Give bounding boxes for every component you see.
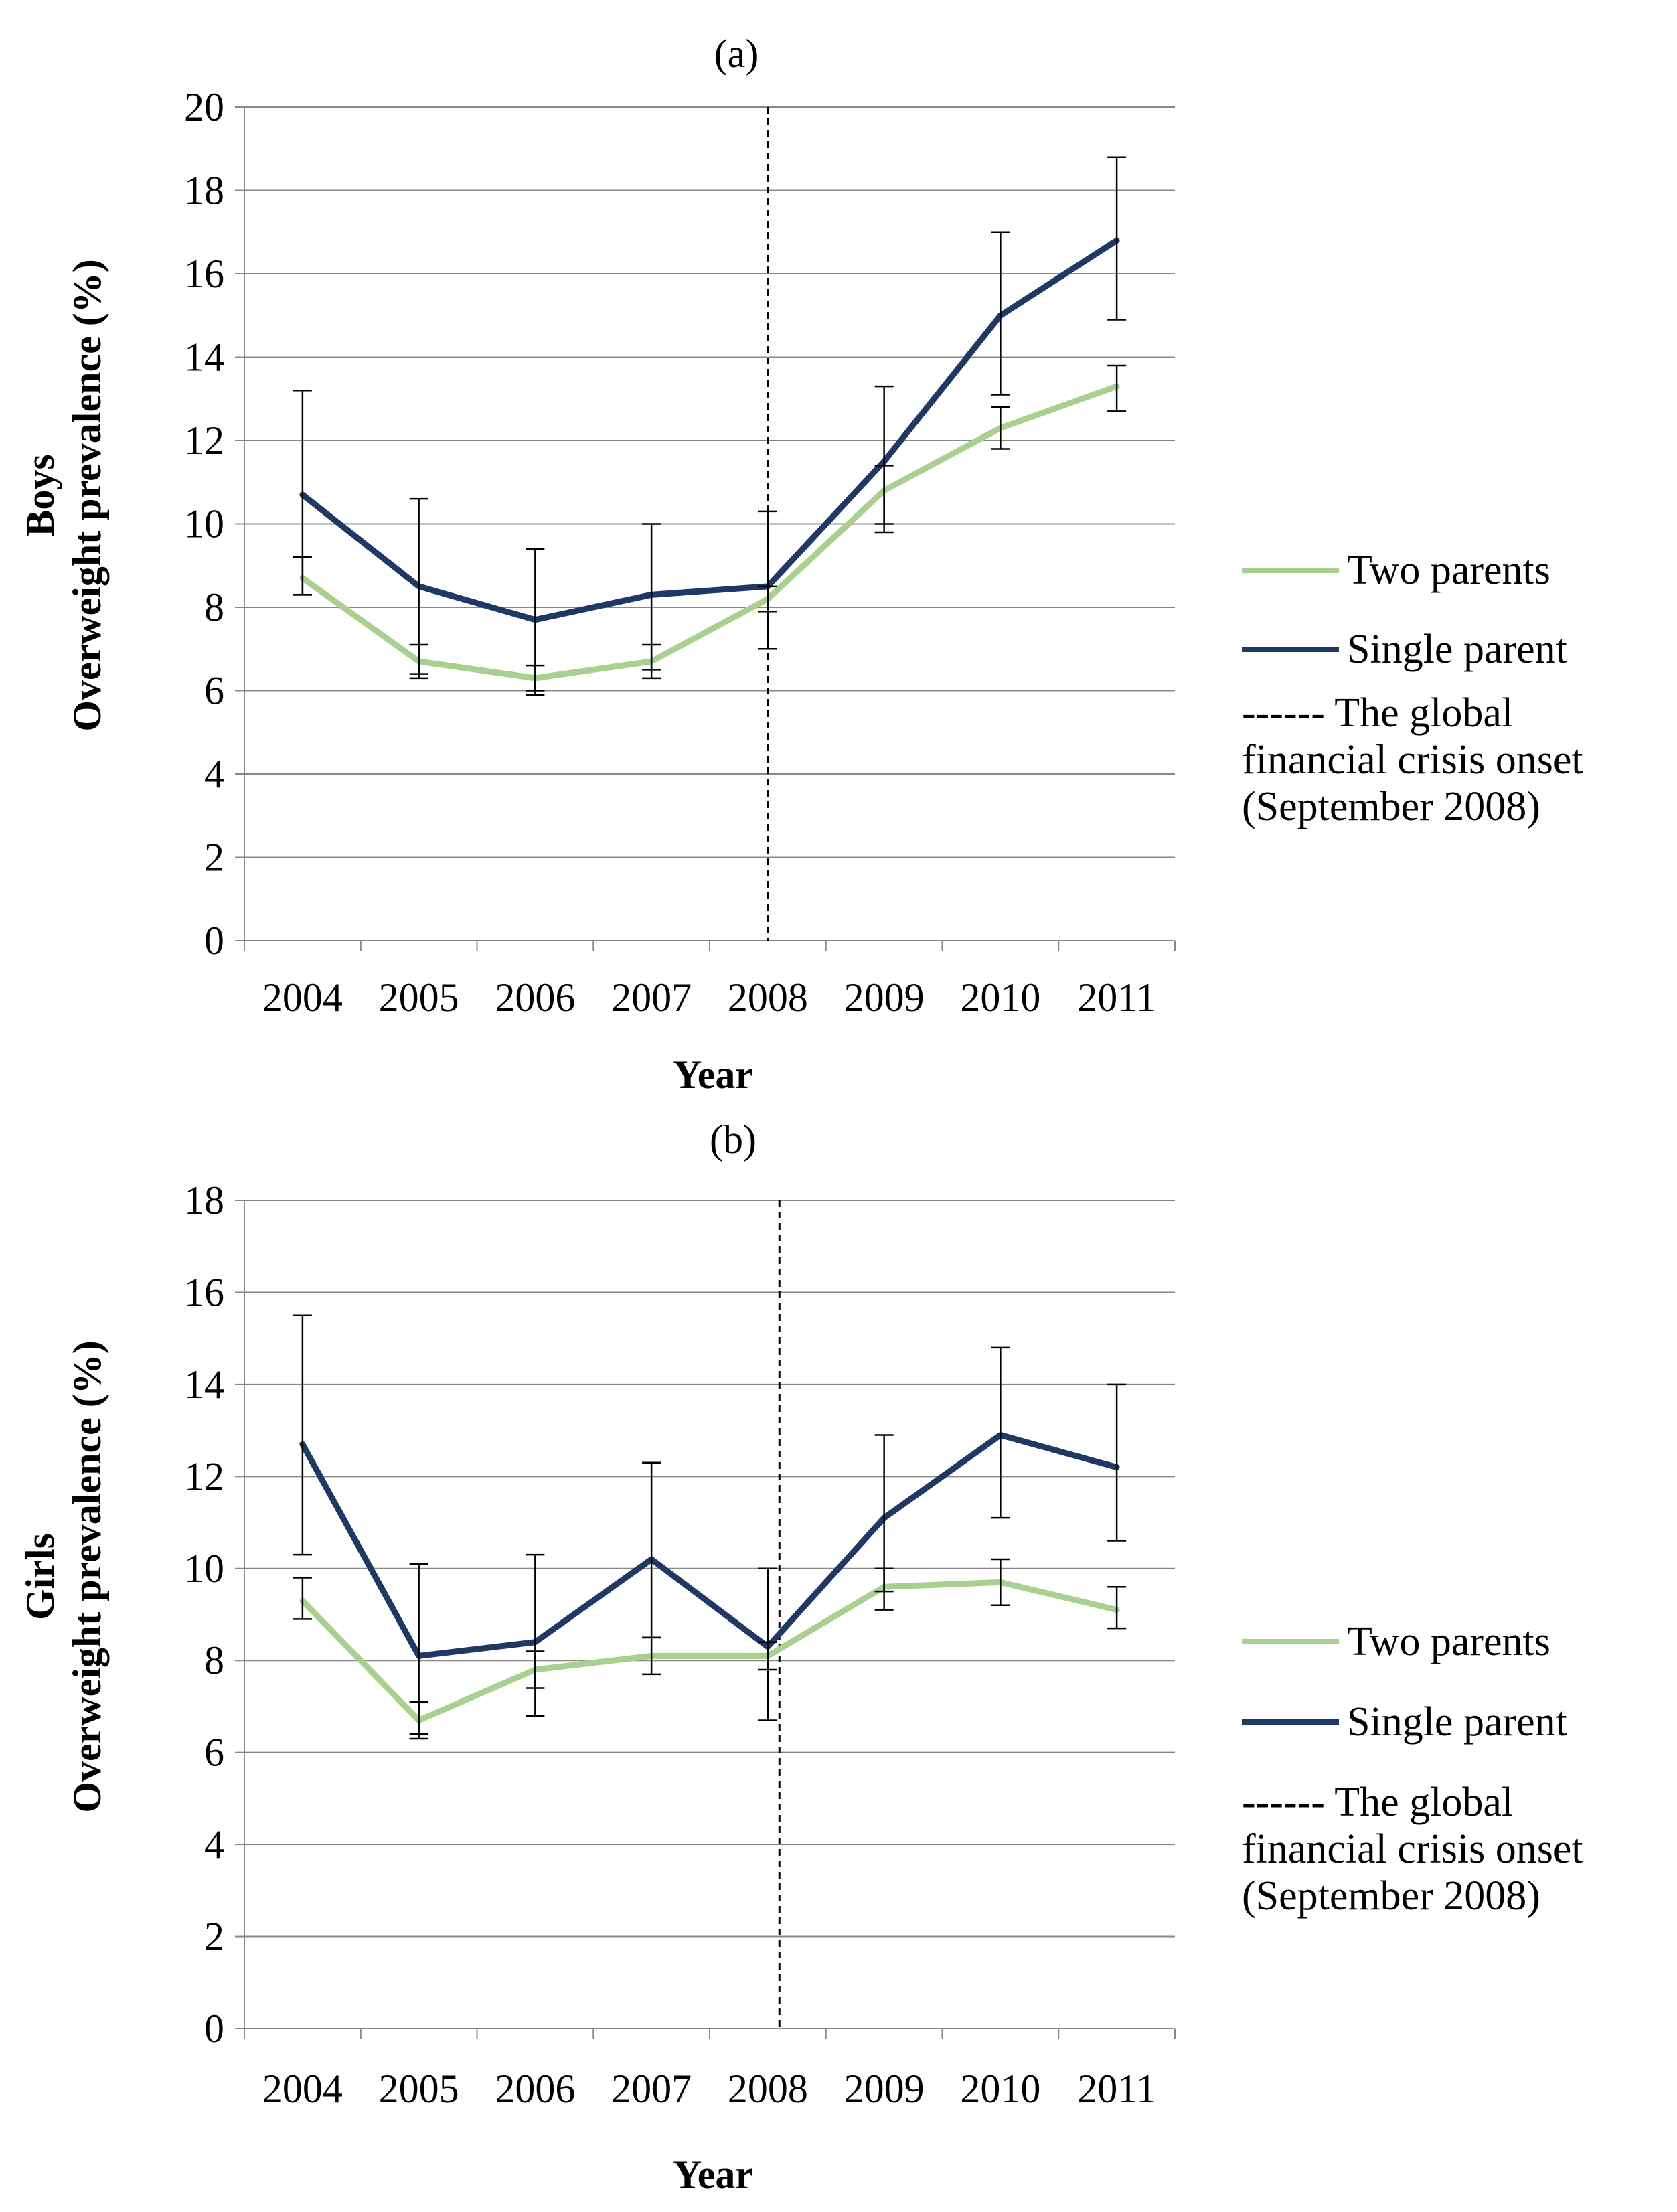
- legend-b-single-parent: Single parent: [1242, 1699, 1567, 1745]
- panel-a-legend: Two parents Single parent ------ The glo…: [1242, 548, 1583, 830]
- error-bar-b-two-parents-2004: [293, 1577, 312, 1620]
- error-bar-a-single-parent-2008: [758, 510, 777, 650]
- y-tick-label-b-18: 18: [184, 1178, 224, 1222]
- panel-b-title: (b): [710, 1117, 756, 1162]
- error-bar-b-single-parent-2009: [874, 1434, 894, 1593]
- panel-b-y-axis-title: Girls Overweight prevalence (%): [18, 1340, 109, 1812]
- series-line-b-two-parents: [299, 1579, 1120, 1724]
- legend-b-crisis-line3: (September 2008): [1242, 1873, 1540, 1919]
- error-bar-b-single-parent-2005: [409, 1563, 428, 1735]
- series-line-a-two-parents: [299, 383, 1120, 682]
- panel-a-boys: (a) Boys Overweight prevalence (%) 0 2 4 6 8…: [18, 31, 1583, 1097]
- legend-a-crisis-line1: ------ The global: [1242, 690, 1513, 736]
- y-tick-label-a-6: 6: [204, 669, 224, 713]
- x-tick-label-a-2006: 2006: [495, 975, 575, 1020]
- y-tick-label-b-8: 8: [204, 1638, 224, 1682]
- x-tick-label-b-2005: 2005: [379, 2067, 459, 2111]
- legend-a-two-parents-label: Two parents: [1347, 548, 1550, 593]
- error-bar-a-single-parent-2009: [874, 385, 894, 525]
- x-tick-label-a-2007: 2007: [611, 975, 692, 1020]
- legend-b-two-parents-label: Two parents: [1347, 1619, 1550, 1664]
- x-tick-label-a-2011: 2011: [1077, 975, 1156, 1020]
- y-tick-label-b-4: 4: [204, 1822, 224, 1867]
- x-tick-label-b-2010: 2010: [960, 2067, 1040, 2111]
- y-tick-label-a-18: 18: [184, 169, 224, 213]
- panel-a-plot-area: 0 2 4 6 8 10 12 14 16 18 20 2004 2005 2006 2007 2008 200…: [184, 85, 1176, 1020]
- panel-a-xlabel: Year: [673, 1052, 753, 1097]
- x-tick-label-b-2011: 2011: [1077, 2067, 1156, 2111]
- y-tick-label-a-4: 4: [204, 752, 224, 796]
- y-tick-label-a-10: 10: [184, 502, 224, 546]
- series-line-a-single-parent: [299, 237, 1120, 623]
- error-bar-b-single-parent-2006: [526, 1553, 545, 1717]
- legend-b-crisis: ------ The global financial crisis onset…: [1242, 1780, 1583, 1919]
- x-tick-label-a-2008: 2008: [728, 975, 808, 1020]
- panel-a-title: (a): [714, 31, 759, 76]
- y-tick-label-b-12: 12: [184, 1454, 224, 1498]
- error-bar-b-single-parent-2011: [1107, 1383, 1127, 1542]
- error-bar-b-single-parent-2007: [642, 1462, 661, 1639]
- panel-b-legend: Two parents Single parent ------ The glo…: [1242, 1619, 1583, 1919]
- x-tick-label-a-2009: 2009: [844, 975, 925, 1020]
- legend-a-crisis-line3: (September 2008): [1242, 784, 1540, 830]
- panel-a-ylabel: Overweight prevalence (%): [65, 259, 109, 731]
- panel-b-girls: (b) Girls Overweight prevalence (%) 0 2 4 6…: [18, 1117, 1583, 2197]
- panel-a-y-axis-title: Boys Overweight prevalence (%): [18, 259, 109, 731]
- legend-b-two-parents: Two parents: [1242, 1619, 1550, 1664]
- y-tick-label-a-12: 12: [184, 418, 224, 463]
- y-tick-label-a-8: 8: [204, 585, 224, 629]
- panel-a-ylabel-group: Boys: [18, 454, 62, 536]
- error-bar-b-two-parents-2011: [1107, 1586, 1127, 1630]
- error-bar-a-single-parent-2011: [1107, 156, 1127, 321]
- x-tick-label-b-2007: 2007: [611, 2067, 692, 2111]
- y-tick-label-a-14: 14: [184, 335, 224, 380]
- x-tick-label-a-2005: 2005: [379, 975, 459, 1020]
- x-tick-label-b-2008: 2008: [728, 2067, 808, 2111]
- y-tick-label-b-0: 0: [204, 2006, 224, 2051]
- legend-b-crisis-line1: ------ The global: [1242, 1780, 1513, 1825]
- panel-b-plot-area: 0 2 4 6 8 10 12 14 16 18 2004 2005 2006 2007 2008 2009 2…: [184, 1178, 1176, 2111]
- x-tick-label-b-2004: 2004: [262, 2067, 343, 2111]
- y-tick-label-a-2: 2: [204, 836, 224, 880]
- legend-a-crisis: ------ The global financial crisis onset…: [1242, 690, 1583, 830]
- x-tick-label-b-2006: 2006: [495, 2067, 575, 2111]
- legend-a-crisis-line2: financial crisis onset: [1242, 737, 1583, 783]
- series-line-b-single-parent: [299, 1431, 1120, 1659]
- error-bar-a-two-parents-2011: [1107, 364, 1127, 412]
- legend-a-single-parent: Single parent: [1242, 627, 1567, 672]
- y-tick-label-b-10: 10: [184, 1547, 224, 1591]
- panel-b-ylabel: Overweight prevalence (%): [65, 1340, 109, 1812]
- x-tick-label-b-2009: 2009: [844, 2067, 925, 2111]
- legend-b-crisis-line2: financial crisis onset: [1242, 1826, 1583, 1872]
- error-bar-a-single-parent-2004: [293, 390, 312, 596]
- error-bar-b-single-parent-2004: [293, 1314, 312, 1556]
- legend-a-single-parent-label: Single parent: [1347, 627, 1567, 672]
- y-tick-label-b-2: 2: [204, 1915, 224, 1959]
- x-tick-label-a-2004: 2004: [262, 975, 343, 1020]
- y-tick-label-b-6: 6: [204, 1731, 224, 1775]
- y-tick-label-a-0: 0: [204, 919, 224, 963]
- x-tick-label-a-2010: 2010: [960, 975, 1040, 1020]
- y-tick-label-b-14: 14: [184, 1362, 224, 1407]
- legend-b-single-parent-label: Single parent: [1347, 1699, 1567, 1745]
- y-tick-label-a-16: 16: [184, 252, 224, 296]
- panel-b-ylabel-group: Girls: [18, 1533, 62, 1620]
- y-tick-label-b-16: 16: [184, 1270, 224, 1314]
- error-bar-b-single-parent-2008: [758, 1567, 777, 1721]
- legend-a-two-parents: Two parents: [1242, 548, 1550, 593]
- error-bar-b-single-parent-2010: [991, 1346, 1010, 1519]
- panel-b-xlabel: Year: [673, 2152, 753, 2197]
- y-tick-label-a-20: 20: [184, 85, 224, 129]
- error-bar-a-single-parent-2010: [991, 231, 1010, 396]
- error-bar-a-single-parent-2007: [642, 523, 661, 671]
